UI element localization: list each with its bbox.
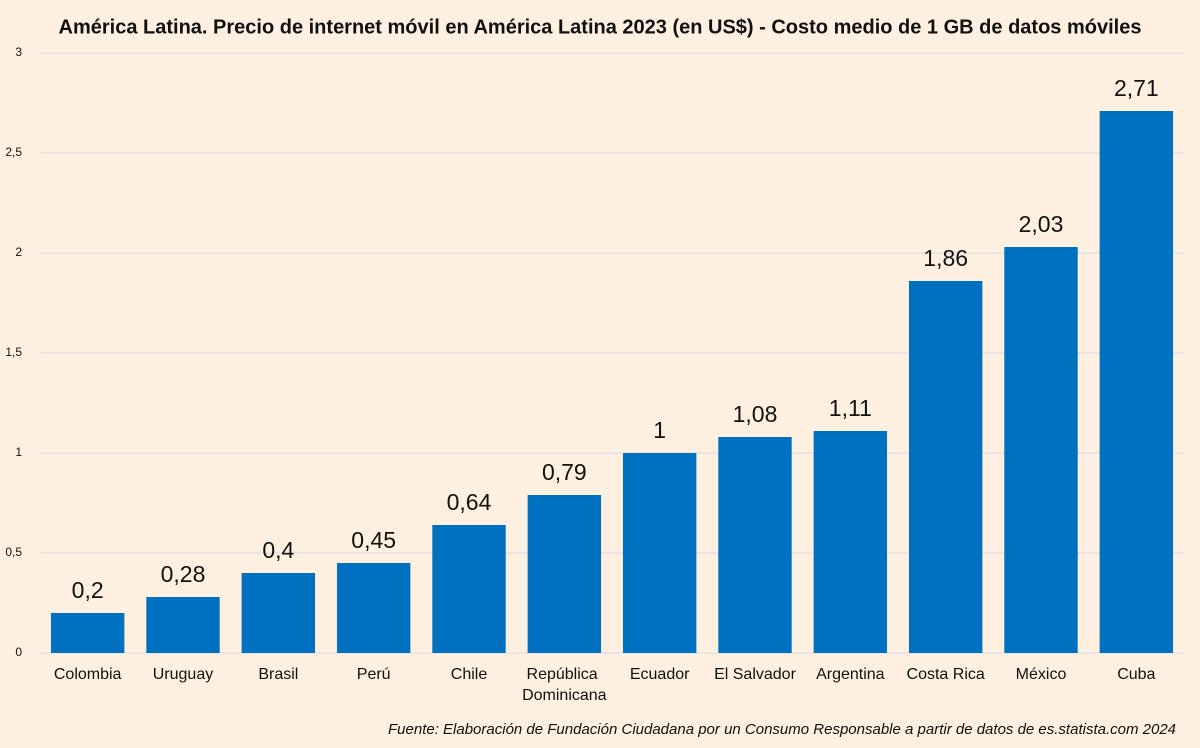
value-label: 0,4 xyxy=(262,537,294,563)
x-tick-label: Brasil xyxy=(258,666,298,683)
y-tick-label: 1 xyxy=(15,445,22,459)
value-label: 1,11 xyxy=(829,395,872,421)
bar xyxy=(1099,111,1174,653)
x-tick-label: Perú xyxy=(357,666,391,683)
bar xyxy=(813,431,888,653)
source-note: Fuente: Elaboración de Fundación Ciudada… xyxy=(388,721,1176,738)
x-tick-label: El Salvador xyxy=(714,666,796,683)
y-tick-label: 2,5 xyxy=(5,145,22,159)
bar xyxy=(241,573,316,653)
x-tick-label: Costa Rica xyxy=(907,666,985,683)
x-tick-label: Chile xyxy=(451,666,488,683)
x-tick-label: Argentina xyxy=(816,666,885,683)
bar xyxy=(908,281,983,653)
value-label: 0,2 xyxy=(72,577,104,603)
bar xyxy=(336,563,411,653)
bar xyxy=(718,437,792,653)
value-label: 0,45 xyxy=(351,527,396,553)
value-label: 2,71 xyxy=(1114,75,1159,101)
bar xyxy=(1004,247,1078,653)
x-tick-label: República Dominicana xyxy=(522,666,607,704)
value-label: 0,79 xyxy=(542,459,587,485)
value-label: 1 xyxy=(653,417,666,443)
bar xyxy=(622,453,697,653)
x-tick-label: México xyxy=(1016,666,1067,683)
x-tick-label: Ecuador xyxy=(630,666,690,683)
chart-title: América Latina. Precio de internet móvil… xyxy=(59,16,1142,38)
bar xyxy=(50,613,125,653)
bar xyxy=(146,597,220,653)
value-label: 1,86 xyxy=(923,245,968,271)
value-label: 2,03 xyxy=(1019,211,1064,237)
y-tick-label: 0 xyxy=(15,645,22,659)
bar xyxy=(527,495,602,653)
value-label: 1,08 xyxy=(733,401,778,427)
y-tick-label: 0,5 xyxy=(5,545,22,559)
y-tick-label: 2 xyxy=(15,245,22,259)
value-label: 0,28 xyxy=(161,561,206,587)
bar xyxy=(432,525,506,653)
x-tick-label: Uruguay xyxy=(153,666,213,683)
x-tick-label: Colombia xyxy=(54,666,122,683)
x-tick-label: Cuba xyxy=(1117,666,1155,683)
value-label: 0,64 xyxy=(447,489,492,515)
y-tick-label: 3 xyxy=(15,45,22,59)
y-tick-label: 1,5 xyxy=(5,345,22,359)
